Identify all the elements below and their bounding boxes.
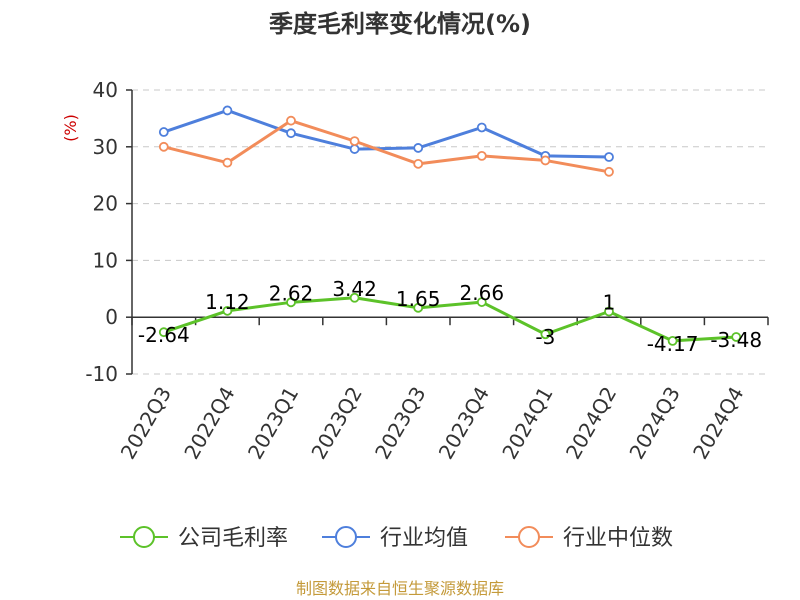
legend-marker [133, 526, 155, 548]
y-tick-label: -10 [85, 362, 118, 386]
data-point [286, 128, 296, 139]
data-point [349, 136, 360, 147]
x-tick-label: 2024Q3 [624, 383, 684, 464]
legend-label: 行业中位数 [563, 526, 673, 551]
legend-marker [518, 526, 540, 548]
data-label: -2.64 [138, 323, 190, 347]
y-tick-label: 20 [93, 192, 118, 216]
data-point [222, 105, 233, 116]
data-point [222, 305, 233, 316]
y-tick-label: 10 [93, 248, 118, 272]
data-label: 3.42 [332, 277, 377, 301]
series-line [163, 296, 737, 343]
series-layer [158, 105, 742, 346]
data-point [604, 152, 614, 162]
data-point [158, 127, 169, 137]
legend-marker [335, 526, 357, 548]
data-point [349, 292, 360, 303]
data-point [476, 297, 487, 307]
data-point [349, 144, 360, 154]
y-tick-label: 30 [93, 135, 118, 159]
data-point [286, 115, 296, 126]
data-point [604, 306, 614, 317]
chart-title: 季度毛利率变化情况(%) [269, 10, 531, 38]
data-point [222, 157, 233, 168]
legend-label: 行业均值 [380, 526, 468, 551]
data-point [540, 329, 551, 340]
x-tick-label: 2022Q3 [116, 383, 176, 464]
x-tick-label: 2023Q4 [434, 383, 494, 464]
x-tick-label: 2022Q4 [179, 383, 239, 464]
x-tick-label: 2024Q4 [688, 383, 748, 464]
x-tick-label: 2024Q1 [497, 383, 557, 464]
data-point [476, 150, 487, 161]
data-label-layer: -2.64 1.12 2.62 3.42 1.65 2.66 -3 1 -4.17 -3.48 [138, 277, 762, 356]
data-point [413, 302, 424, 313]
data-label: 1 [603, 291, 616, 315]
data-point [540, 155, 551, 166]
data-point [158, 141, 169, 152]
x-tick-label: 2024Q2 [561, 383, 621, 464]
data-point [476, 122, 487, 133]
x-tick-label: 2023Q3 [370, 383, 430, 464]
data-label: 1.65 [396, 287, 441, 311]
data-label: -4.17 [647, 332, 699, 356]
y-tick-label: 40 [93, 78, 118, 102]
data-point [158, 327, 169, 338]
x-tick-label: 2023Q1 [243, 383, 303, 464]
legend: 公司毛利率 行业均值 行业中位数 [120, 526, 673, 551]
series-line [163, 108, 610, 159]
data-label: -3.48 [710, 328, 762, 352]
y-axis-unit-label: (%) [61, 114, 80, 142]
data-label: 2.66 [460, 281, 505, 305]
data-point [413, 143, 424, 153]
x-tick-label: 2023Q2 [306, 383, 366, 464]
data-point [286, 297, 296, 308]
data-point [413, 158, 424, 169]
data-point [667, 335, 678, 346]
data-label: 2.62 [269, 281, 314, 305]
data-point [604, 166, 614, 177]
y-tick-label: 0 [105, 305, 118, 329]
source-note: 制图数据来自恒生聚源数据库 [296, 579, 504, 598]
data-point [731, 332, 742, 342]
grid-layer [132, 89, 768, 375]
data-label: 1.12 [205, 290, 250, 314]
data-label: -3 [535, 325, 555, 349]
legend-label: 公司毛利率 [178, 526, 288, 551]
series-line [163, 119, 610, 174]
